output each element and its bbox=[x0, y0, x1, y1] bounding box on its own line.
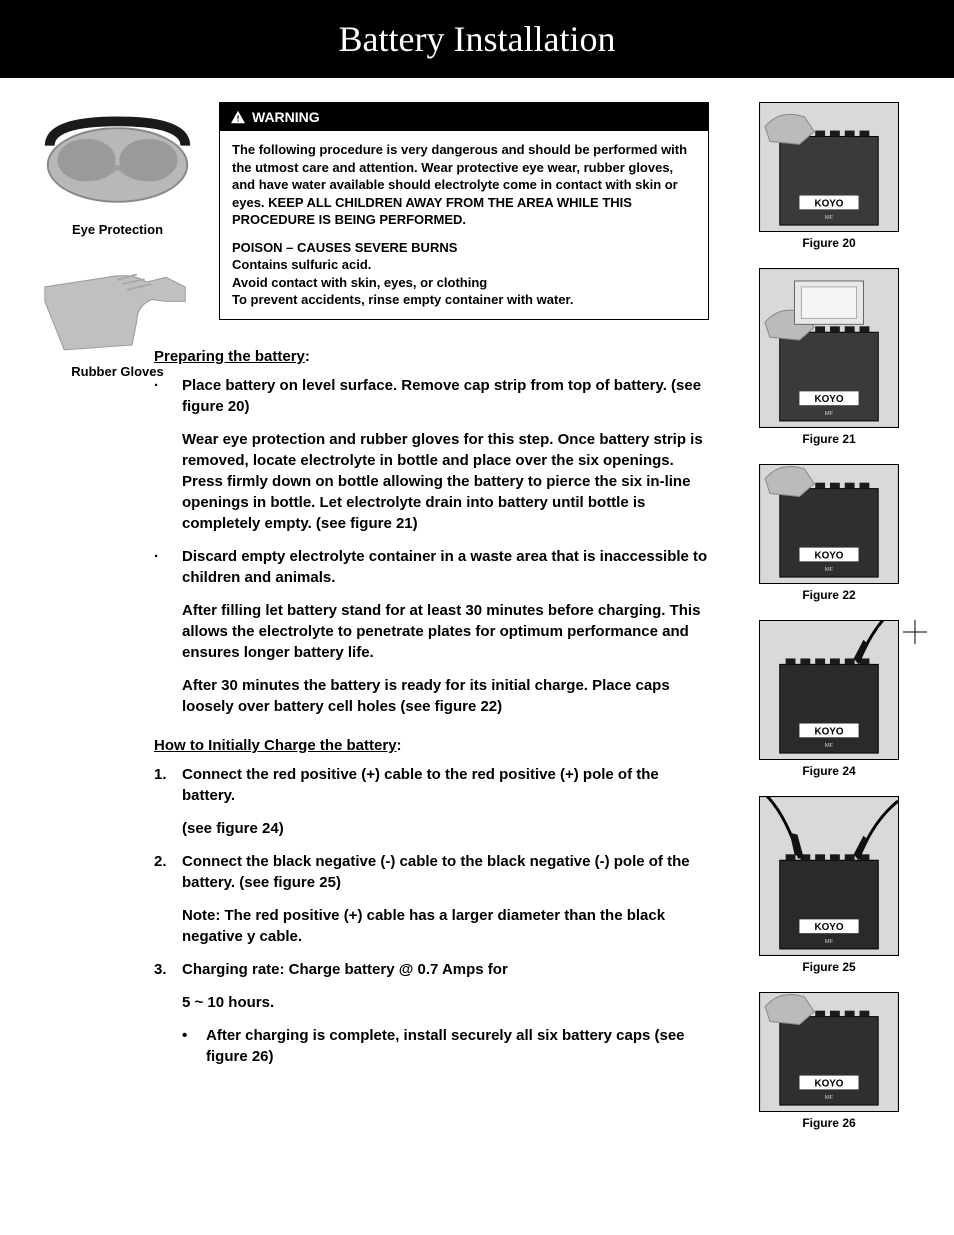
list-marker: · bbox=[154, 375, 182, 534]
list-item: 1.Connect the red positive (+) cable to … bbox=[154, 764, 709, 839]
svg-text:MF: MF bbox=[825, 411, 834, 417]
warning-triangle-icon: ! bbox=[230, 110, 246, 124]
body-text: After filling let battery stand for at l… bbox=[182, 600, 709, 663]
list-marker: 1. bbox=[154, 764, 182, 839]
figure-caption: Figure 25 bbox=[759, 960, 899, 974]
body-text: Place battery on level surface. Remove c… bbox=[182, 375, 709, 417]
body-text: Wear eye protection and rubber gloves fo… bbox=[182, 429, 709, 534]
svg-text:MF: MF bbox=[825, 215, 834, 221]
figure: KOYO MF Figure 21 bbox=[759, 268, 899, 446]
figure-caption: Figure 24 bbox=[759, 764, 899, 778]
list-marker: • bbox=[182, 1025, 206, 1067]
section-heading-preparing: Preparing the battery: bbox=[154, 348, 709, 365]
figure-image-wrap: KOYO MF bbox=[759, 620, 899, 760]
list-content: Discard empty electrolyte container in a… bbox=[182, 546, 709, 717]
figure-image-wrap: KOYO MF bbox=[759, 102, 899, 232]
body-text: 5 ~ 10 hours. bbox=[182, 992, 709, 1013]
warning-body: The following procedure is very dangerou… bbox=[220, 131, 708, 319]
figure-caption: Figure 22 bbox=[759, 588, 899, 602]
battery-icon: KOYO MF bbox=[759, 620, 899, 760]
svg-text:KOYO: KOYO bbox=[815, 394, 844, 405]
page-body: Eye Protection Rubber Gloves ! WARNING T… bbox=[0, 78, 954, 1178]
list-marker: · bbox=[154, 546, 182, 717]
warning-text: POISON – CAUSES SEVERE BURNS Contains su… bbox=[232, 239, 696, 309]
battery-icon: KOYO MF bbox=[759, 268, 899, 428]
body-text: Discard empty electrolyte container in a… bbox=[182, 546, 709, 588]
svg-text:KOYO: KOYO bbox=[815, 1078, 844, 1089]
list-content: Connect the red positive (+) cable to th… bbox=[182, 764, 709, 839]
svg-text:!: ! bbox=[237, 113, 240, 123]
gloves-icon bbox=[40, 253, 195, 360]
list-item: 3.Charging rate: Charge battery @ 0.7 Am… bbox=[154, 959, 709, 1067]
svg-text:KOYO: KOYO bbox=[815, 550, 844, 561]
figure: KOYO MF Figure 24 bbox=[759, 620, 899, 778]
figure-caption: Figure 21 bbox=[759, 432, 899, 446]
figure: KOYO MF Figure 20 bbox=[759, 102, 899, 250]
battery-icon: KOYO MF bbox=[759, 992, 899, 1112]
section-preparing-list: ·Place battery on level surface. Remove … bbox=[154, 375, 709, 717]
battery-icon: KOYO MF bbox=[759, 796, 899, 956]
ppe-eye-protection: Eye Protection bbox=[40, 102, 195, 237]
list-marker: 3. bbox=[154, 959, 182, 1067]
figure-image-wrap: KOYO MF bbox=[759, 464, 899, 584]
figure: KOYO MF Figure 22 bbox=[759, 464, 899, 602]
warning-text: The following procedure is very dangerou… bbox=[232, 141, 696, 229]
list-content: Connect the black negative (-) cable to … bbox=[182, 851, 709, 947]
section-heading-charge: How to Initially Charge the battery: bbox=[154, 737, 709, 754]
list-marker: 2. bbox=[154, 851, 182, 947]
crosshair-icon bbox=[903, 620, 927, 644]
body-text: Charging rate: Charge battery @ 0.7 Amps… bbox=[182, 959, 709, 980]
figure-image-wrap: KOYO MF bbox=[759, 268, 899, 428]
warning-label: WARNING bbox=[252, 109, 320, 125]
nested-item: •After charging is complete, install sec… bbox=[182, 1025, 709, 1067]
list-content: Charging rate: Charge battery @ 0.7 Amps… bbox=[182, 959, 709, 1067]
list-content: Place battery on level surface. Remove c… bbox=[182, 375, 709, 534]
body-text: (see figure 24) bbox=[182, 818, 709, 839]
svg-text:KOYO: KOYO bbox=[815, 726, 844, 737]
svg-text:KOYO: KOYO bbox=[815, 198, 844, 209]
main-content: ! WARNING The following procedure is ver… bbox=[219, 102, 709, 1138]
figure: KOYO MF Figure 25 bbox=[759, 796, 899, 974]
page-title: Battery Installation bbox=[339, 19, 616, 59]
section-charge-list: 1.Connect the red positive (+) cable to … bbox=[154, 764, 709, 1067]
warning-box: ! WARNING The following procedure is ver… bbox=[219, 102, 709, 320]
figure-image-wrap: KOYO MF bbox=[759, 796, 899, 956]
warning-header: ! WARNING bbox=[220, 103, 708, 131]
figure-caption: Figure 20 bbox=[759, 236, 899, 250]
figure: KOYO MF Figure 26 bbox=[759, 992, 899, 1130]
body-text: Note: The red positive (+) cable has a l… bbox=[182, 905, 709, 947]
figure-caption: Figure 26 bbox=[759, 1116, 899, 1130]
body-text: Connect the red positive (+) cable to th… bbox=[182, 764, 709, 806]
ppe-caption: Eye Protection bbox=[40, 222, 195, 237]
figures-column: KOYO MF Figure 20 KOYO MF Figure 21 KOYO MF Figu… bbox=[744, 102, 914, 1138]
body-text: After 30 minutes the battery is ready fo… bbox=[182, 675, 709, 717]
figure-image-wrap: KOYO MF bbox=[759, 992, 899, 1112]
goggles-icon bbox=[40, 102, 195, 218]
page-title-bar: Battery Installation bbox=[0, 0, 954, 78]
svg-text:MF: MF bbox=[825, 567, 834, 573]
battery-icon: KOYO MF bbox=[759, 102, 899, 232]
body-text: After charging is complete, install secu… bbox=[206, 1025, 709, 1067]
svg-text:KOYO: KOYO bbox=[815, 922, 844, 933]
body-text: Connect the black negative (-) cable to … bbox=[182, 851, 709, 893]
list-item: ·Place battery on level surface. Remove … bbox=[154, 375, 709, 534]
list-item: ·Discard empty electrolyte container in … bbox=[154, 546, 709, 717]
svg-text:MF: MF bbox=[825, 939, 834, 945]
list-item: 2.Connect the black negative (-) cable t… bbox=[154, 851, 709, 947]
svg-text:MF: MF bbox=[825, 743, 834, 749]
battery-icon: KOYO MF bbox=[759, 464, 899, 584]
svg-text:MF: MF bbox=[825, 1095, 834, 1101]
